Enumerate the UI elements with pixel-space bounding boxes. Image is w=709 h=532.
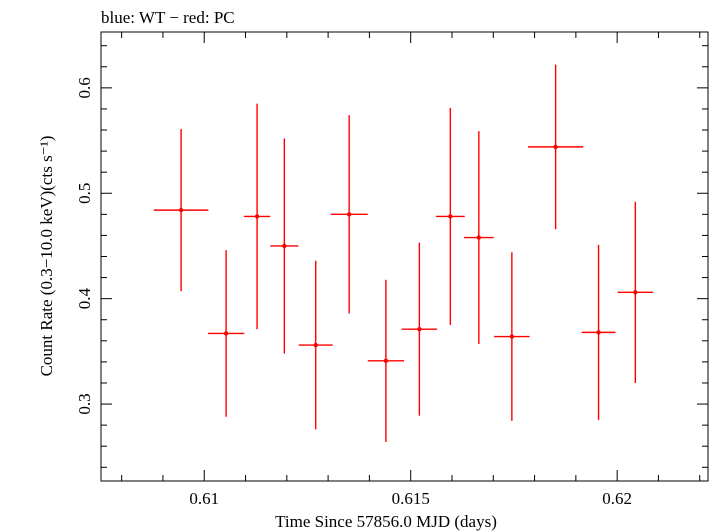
x-tick-labels: 0.61 0.615 0.62 — [189, 489, 632, 508]
data-point — [617, 201, 654, 383]
data-marker — [509, 334, 515, 339]
data-points — [153, 64, 654, 443]
x-tick-label: 0.615 — [392, 489, 430, 508]
chart-title: blue: WT − red: PC — [101, 8, 235, 27]
data-point — [243, 103, 271, 330]
data-marker — [313, 342, 318, 348]
data-point — [298, 260, 333, 430]
data-marker — [596, 330, 601, 335]
data-point — [435, 107, 465, 326]
data-marker — [417, 327, 422, 332]
data-point — [330, 115, 368, 314]
data-point — [207, 250, 245, 417]
data-point — [527, 64, 584, 230]
data-point — [401, 242, 438, 416]
x-tick-label: 0.62 — [602, 489, 632, 508]
data-point — [153, 128, 209, 292]
data-marker — [178, 207, 184, 213]
data-marker — [346, 212, 352, 217]
y-tick-labels: 0.3 0.4 0.5 0.6 — [75, 77, 94, 414]
data-marker — [476, 235, 482, 240]
data-point — [270, 138, 299, 354]
data-point — [367, 279, 405, 443]
y-tick-label: 0.5 — [75, 183, 94, 204]
data-point — [581, 244, 616, 420]
y-tick-label: 0.3 — [75, 393, 94, 414]
x-tick-label: 0.61 — [189, 489, 219, 508]
data-marker — [633, 290, 638, 295]
data-point — [463, 131, 494, 344]
data-point — [494, 252, 530, 421]
plot-frame — [100, 31, 709, 482]
data-marker — [553, 144, 558, 150]
y-axis-label: Count Rate (0.3−10.0 keV)(cts s⁻¹) — [37, 136, 56, 377]
data-marker — [282, 243, 287, 249]
y-tick-label: 0.4 — [75, 288, 94, 310]
y-tick-label: 0.6 — [75, 77, 94, 98]
tick-marks — [101, 32, 708, 481]
data-marker — [254, 214, 260, 219]
x-axis-label: Time Since 57856.0 MJD (days) — [275, 512, 497, 531]
data-marker — [383, 358, 389, 364]
data-marker — [223, 331, 229, 336]
data-marker — [448, 214, 453, 219]
